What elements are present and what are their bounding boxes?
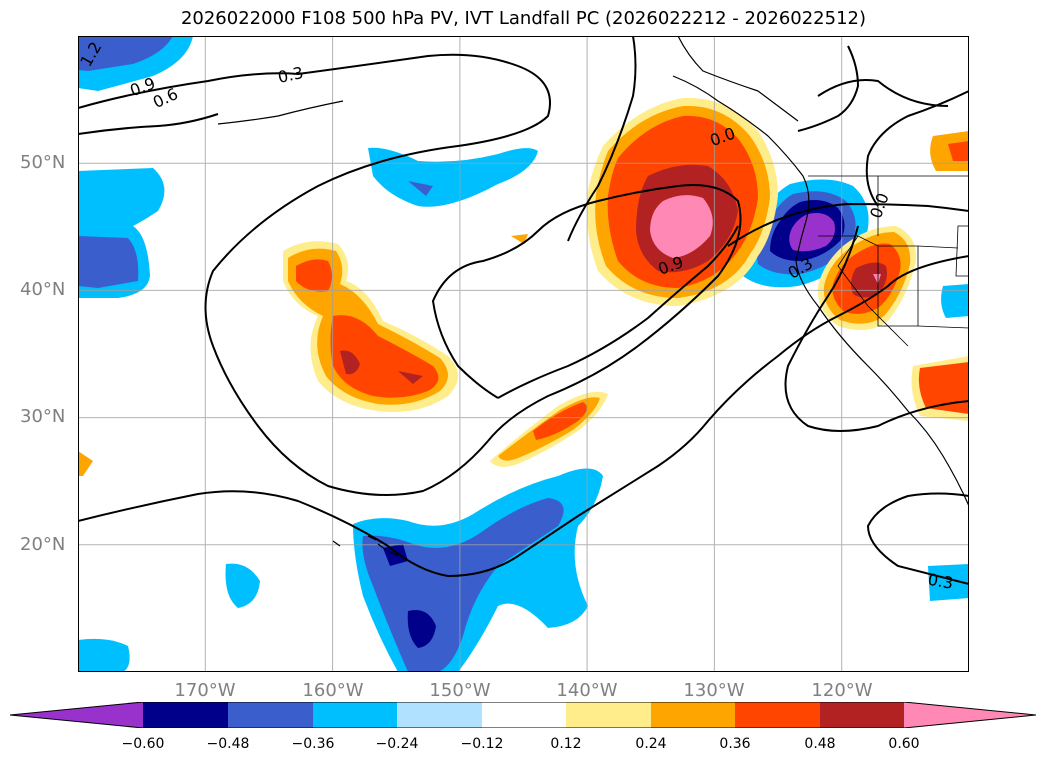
colorbar-bin [482, 702, 566, 728]
colorbar-tick: 0.48 [804, 736, 836, 752]
colorbar-bin [566, 702, 651, 728]
lon-label-140w: 140°W [556, 680, 618, 701]
colorbar-bin [820, 702, 904, 728]
positive-anomaly-regions [78, 97, 969, 476]
map-title: 2026022000 F108 500 hPa PV, IVT Landfall… [180, 8, 867, 29]
colorbar-tick: 0.60 [888, 736, 920, 752]
lon-label-160w: 160°W [302, 680, 364, 701]
colorbar-bin [397, 702, 482, 728]
colorbar-bin [313, 702, 397, 728]
colorbar-bin [735, 702, 820, 728]
colorbar-bin [143, 702, 228, 728]
map-plot-area: 1.2 0.9 0.6 0.3 0.0 0.9 0.0 0.3 0.3 [78, 36, 969, 672]
colorbar-tick: −0.24 [375, 736, 419, 752]
colorbar-tick: 0.24 [635, 736, 667, 752]
lat-label-20n: 20°N [20, 534, 66, 555]
colorbar-tick: −0.48 [206, 736, 250, 752]
lon-label-130w: 130°W [683, 680, 745, 701]
coastlines [217, 36, 969, 557]
colorbar-tick: −0.12 [460, 736, 504, 752]
contour-label: 0.3 [926, 570, 954, 593]
colorbar-tick: 0.12 [550, 736, 582, 752]
lat-label-40n: 40°N [20, 279, 66, 300]
colorbar-extend-low [10, 702, 143, 728]
colorbar [10, 702, 1036, 728]
colorbar-tick: −0.36 [291, 736, 335, 752]
pv-contours [78, 36, 969, 585]
lat-label-50n: 50°N [20, 152, 66, 173]
colorbar-bin [228, 702, 313, 728]
lon-label-170w: 170°W [174, 680, 236, 701]
colorbar-tick: 0.36 [719, 736, 751, 752]
lon-label-120w: 120°W [811, 680, 873, 701]
contour-label: 0.3 [276, 63, 305, 87]
colorbar-tick: −0.60 [121, 736, 165, 752]
lon-label-150w: 150°W [429, 680, 491, 701]
graticule [78, 36, 969, 672]
colorbar-extend-high [904, 702, 1036, 728]
lat-label-30n: 30°N [20, 406, 66, 427]
borders [808, 175, 969, 347]
colorbar-bin [651, 702, 735, 728]
